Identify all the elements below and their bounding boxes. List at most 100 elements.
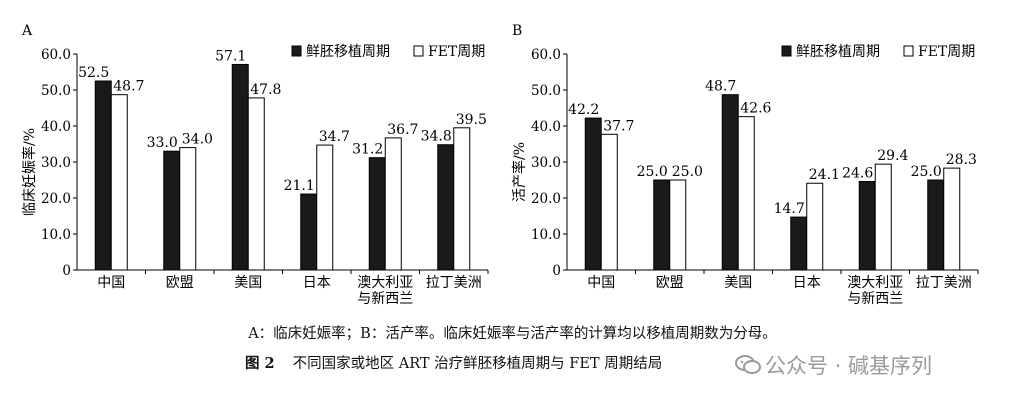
- x-tick-label: 与新西兰: [847, 291, 903, 307]
- data-label: 25.0: [672, 164, 703, 180]
- data-label: 29.4: [877, 148, 908, 164]
- data-label: 42.2: [568, 102, 599, 118]
- y-tick-label: 40.0: [531, 119, 561, 135]
- bar-fresh: [300, 193, 318, 271]
- data-label: 34.7: [319, 129, 350, 145]
- data-label: 25.0: [911, 164, 942, 180]
- watermark-text: 公众号 · 碱基序列: [765, 354, 933, 378]
- legend-swatch: [781, 45, 792, 57]
- x-tick-label: 欧盟: [656, 275, 684, 291]
- data-label: 42.6: [740, 101, 771, 117]
- y-tick-label: 60.0: [531, 47, 561, 63]
- x-tick-label: 与新西兰: [357, 291, 413, 307]
- data-label: 47.8: [250, 82, 281, 98]
- bar-fet: [384, 137, 402, 271]
- x-tick-label: 澳大利亚: [357, 275, 413, 291]
- bar-fresh: [94, 80, 112, 271]
- y-tick-label: 50.0: [41, 83, 71, 99]
- y-axis-title: 临床妊娠率/%: [21, 128, 38, 216]
- data-label: 24.1: [809, 167, 840, 183]
- data-label: 37.7: [603, 118, 634, 134]
- bar-fet: [600, 133, 618, 271]
- bar-fet: [453, 127, 471, 271]
- x-tick-label: 中国: [587, 275, 615, 291]
- y-tick-label: 20.0: [41, 191, 71, 207]
- x-tick-label: 拉丁美洲: [426, 275, 482, 291]
- y-tick-label: 0: [552, 263, 561, 279]
- data-label: 33.0: [147, 135, 178, 151]
- bar-fresh: [721, 94, 739, 271]
- bar-fet: [874, 163, 892, 271]
- panel-label: B: [512, 23, 522, 39]
- x-tick-label: 拉丁美洲: [916, 275, 972, 291]
- data-label: 39.5: [456, 112, 487, 128]
- data-label: 48.7: [705, 79, 736, 95]
- y-tick-label: 10.0: [531, 227, 561, 243]
- legend-label: FET周期: [918, 44, 975, 60]
- data-label: 34.8: [421, 129, 452, 145]
- bar-fresh: [231, 63, 249, 271]
- legend-label: FET周期: [428, 44, 485, 60]
- x-tick-label: 澳大利亚: [847, 275, 903, 291]
- figure-title: 不同国家或地区 ART 治疗鲜胚移植周期与 FET 周期结局: [292, 356, 663, 372]
- y-tick-label: 0: [62, 263, 71, 279]
- y-tick-label: 20.0: [531, 191, 561, 207]
- figure-note: A：临床妊娠率；B：活产率。临床妊娠率与活产率的计算均以移植周期数为分母。: [248, 326, 777, 342]
- x-tick-label: 中国: [97, 275, 125, 291]
- data-label: 28.3: [946, 152, 977, 168]
- bar-fresh: [858, 180, 876, 271]
- x-tick-label: 欧盟: [166, 275, 194, 291]
- bar-fresh: [653, 179, 671, 271]
- bar-fet: [316, 144, 334, 271]
- data-label: 25.0: [637, 164, 668, 180]
- bar-fet: [737, 116, 755, 271]
- data-label: 34.0: [182, 132, 213, 148]
- legend-label: 鲜胚移植周期: [306, 44, 390, 60]
- x-tick-label: 美国: [724, 275, 752, 291]
- figure-caption: 图 2 不同国家或地区 ART 治疗鲜胚移植周期与 FET 周期结局: [245, 352, 662, 373]
- wechat-icon: [735, 355, 761, 380]
- bar-fresh: [437, 144, 455, 271]
- data-label: 21.1: [284, 178, 315, 194]
- legend: 鲜胚移植周期 FET周期: [781, 44, 975, 60]
- panel-label: A: [21, 23, 33, 39]
- legend-swatch: [413, 45, 424, 57]
- chart-panel-b: B 0 10.0 20.0 30.0 40.0 50.0 60.0 活产率/% 42.237.7 中…: [511, 23, 979, 307]
- watermark: 公众号 · 碱基序列: [735, 350, 932, 380]
- data-label: 14.7: [774, 201, 805, 217]
- bar-fet: [179, 147, 197, 271]
- bar-fet: [806, 182, 824, 271]
- data-label: 48.7: [113, 79, 144, 95]
- bar-fet: [669, 179, 687, 271]
- legend-label: 鲜胚移植周期: [796, 44, 880, 60]
- y-tick-label: 10.0: [41, 227, 71, 243]
- data-label: 31.2: [352, 142, 383, 158]
- bar-fet: [943, 167, 961, 271]
- bar-fresh: [927, 179, 945, 271]
- data-label: 52.5: [78, 65, 109, 81]
- data-label: 36.7: [387, 122, 418, 138]
- y-tick-label: 50.0: [531, 83, 561, 99]
- legend: 鲜胚移植周期 FET周期: [291, 44, 485, 60]
- bar-fresh: [790, 216, 808, 271]
- bar-fresh: [584, 117, 602, 271]
- figure-label: 图 2: [245, 355, 275, 372]
- x-tick-label: 日本: [303, 275, 331, 291]
- y-tick-label: 40.0: [41, 119, 71, 135]
- figure-charts: A010.020.030.040.050.060.0临床妊娠率/%52.548.…: [21, 23, 979, 307]
- x-tick-label: 美国: [234, 275, 262, 291]
- data-label: 57.1: [215, 48, 246, 64]
- y-axis-title: 活产率/%: [511, 142, 528, 202]
- data-label: 24.6: [842, 165, 873, 181]
- y-tick-label: 60.0: [41, 47, 71, 63]
- bar-fet: [110, 94, 128, 271]
- x-tick-label: 日本: [793, 275, 821, 291]
- bar-fresh: [368, 157, 386, 271]
- legend-swatch: [291, 45, 302, 57]
- legend-swatch: [903, 45, 914, 57]
- bar-fet: [247, 97, 265, 271]
- y-tick-label: 30.0: [41, 155, 71, 171]
- chart-panel-a: A 0 10.0 20.0 30.0 40.0 50.0 60.0 临床妊娠率/% 52.548.…: [21, 23, 489, 307]
- bar-fresh: [163, 150, 181, 271]
- y-tick-label: 30.0: [531, 155, 561, 171]
